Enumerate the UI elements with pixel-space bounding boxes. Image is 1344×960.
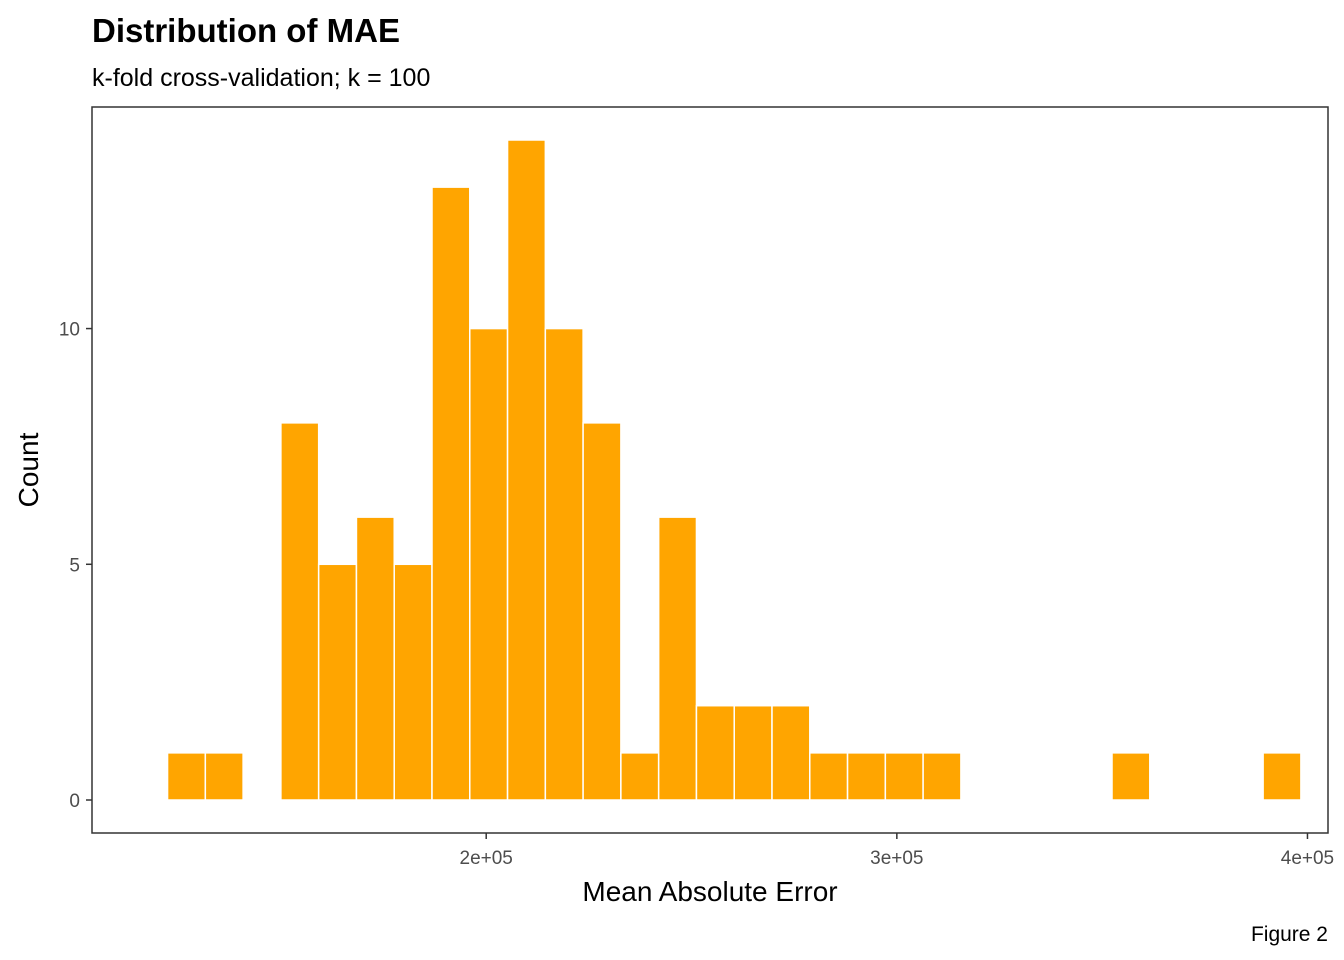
histogram-bar bbox=[544, 327, 584, 801]
histogram-bar bbox=[506, 139, 547, 801]
histogram-bar bbox=[582, 422, 622, 801]
histogram-bar bbox=[771, 704, 811, 801]
plot-panel-border bbox=[91, 106, 1329, 834]
y-tick-label: 0 bbox=[69, 791, 80, 812]
histogram-bar bbox=[733, 704, 773, 801]
y-tick-label: 10 bbox=[59, 320, 80, 341]
histogram-bar bbox=[280, 422, 320, 801]
histogram-bar bbox=[166, 752, 207, 801]
x-axis-ticks: 2e+05 3e+05 4e+05 bbox=[460, 833, 1334, 869]
y-tick-label: 5 bbox=[69, 555, 80, 576]
x-tick-label: 3e+05 bbox=[870, 848, 923, 869]
histogram-bar bbox=[884, 752, 924, 801]
y-axis-title: Count bbox=[13, 432, 44, 507]
histogram-bar bbox=[431, 186, 471, 801]
histogram-bar bbox=[846, 752, 887, 801]
y-axis-ticks: 0 5 10 bbox=[59, 320, 92, 812]
histogram-bar bbox=[469, 327, 509, 801]
histogram-bar bbox=[620, 752, 660, 801]
x-tick-label: 4e+05 bbox=[1281, 848, 1334, 869]
chart-subtitle: k-fold cross-validation; k = 100 bbox=[92, 64, 430, 92]
histogram-bar bbox=[809, 752, 849, 801]
histogram-bar bbox=[317, 563, 358, 801]
histogram-bar bbox=[922, 752, 962, 801]
x-tick-label: 2e+05 bbox=[460, 848, 513, 869]
histogram-bar bbox=[355, 516, 395, 801]
histogram-bar bbox=[204, 752, 244, 801]
chart-title: Distribution of MAE bbox=[92, 12, 400, 49]
histogram-bar bbox=[657, 516, 698, 801]
histogram-bar bbox=[1111, 752, 1151, 801]
x-axis-title: Mean Absolute Error bbox=[582, 876, 837, 907]
histogram-bar bbox=[695, 704, 735, 801]
histogram-bars bbox=[166, 139, 1302, 801]
figure-caption: Figure 2 bbox=[1251, 923, 1328, 946]
histogram-bar bbox=[393, 563, 433, 801]
histogram-bar bbox=[1262, 752, 1302, 801]
